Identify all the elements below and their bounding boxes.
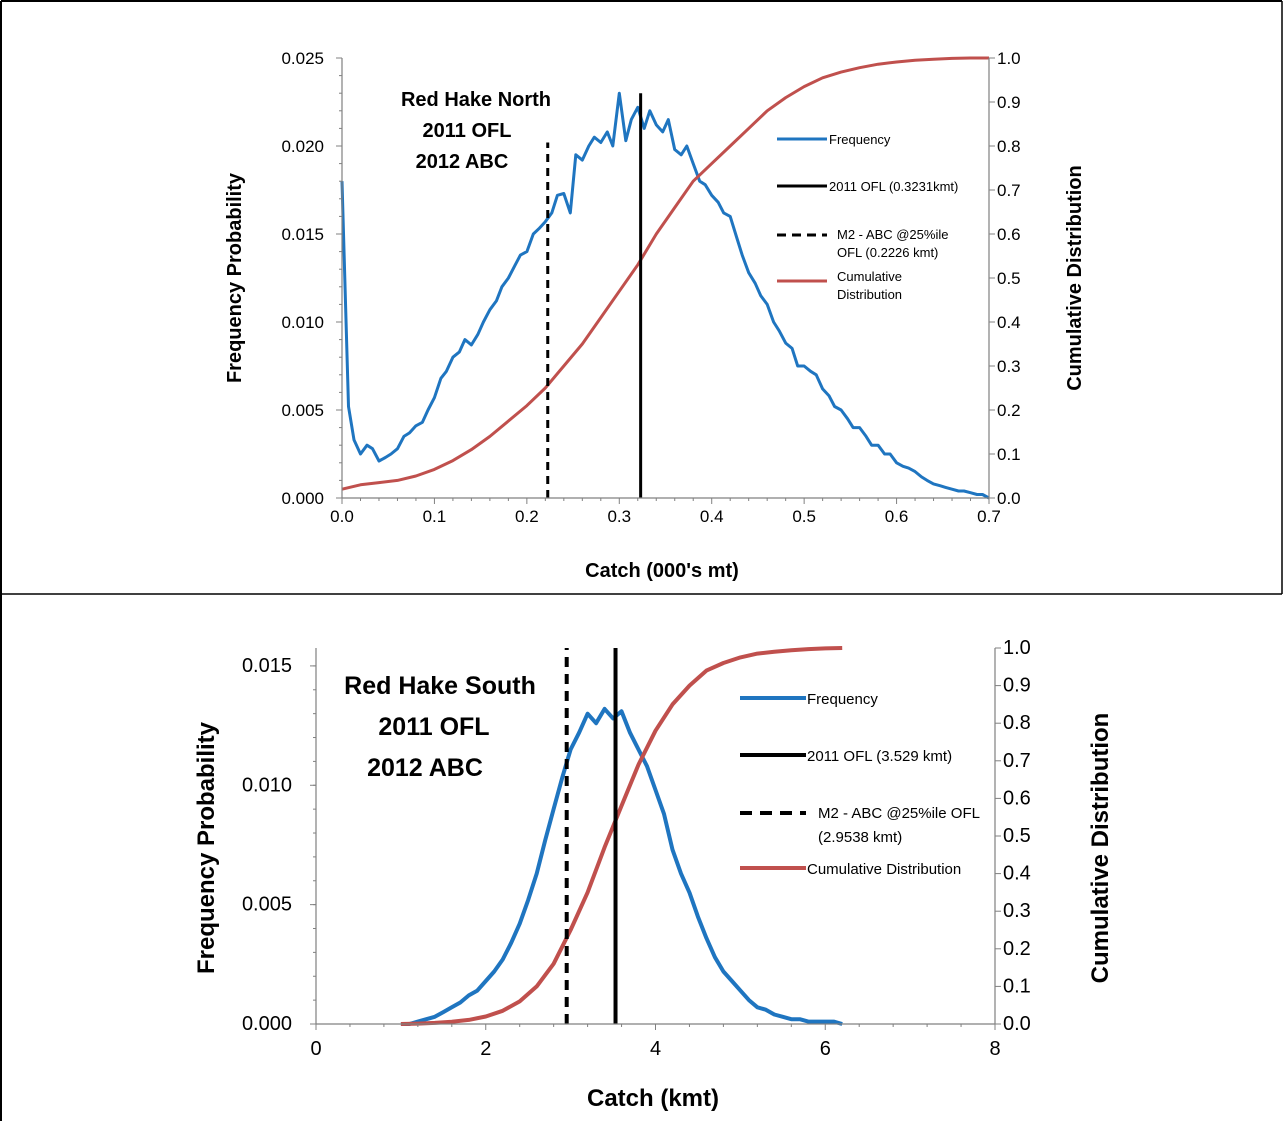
chart1-x-tick-label: 0.6 bbox=[885, 507, 909, 526]
chart1-y2-tick-label: 0.1 bbox=[997, 445, 1021, 464]
chart-red-hake-south: 0 2 4 6 8 0.000 0.005 0.010 0.015 0.0 0.1 0.2 0.3 0.4… bbox=[193, 637, 1114, 1112]
chart2-series-frequency-line bbox=[400, 706, 843, 1026]
chart2-x-tick-label: 6 bbox=[820, 1038, 831, 1060]
chart2-legend-ofl-label: 2011 OFL (3.529 kmt) bbox=[807, 748, 952, 765]
chart2-y2-tick-label: 1.0 bbox=[1003, 637, 1031, 659]
chart2-x-axis-title: Catch (kmt) bbox=[587, 1085, 719, 1112]
chart2-legend-cumulative-label: Cumulative Distribution bbox=[807, 861, 961, 878]
chart1-series-cumulative-line bbox=[341, 56, 989, 491]
chart1-x-tick-label: 0.0 bbox=[330, 507, 354, 526]
chart1-y2-tick-label: 0.0 bbox=[997, 489, 1021, 508]
chart1-annotation-line3: 2012 ABC bbox=[416, 151, 509, 173]
chart2-x-tick-label: 4 bbox=[650, 1038, 661, 1060]
chart1-legend-abc-label: M2 - ABC @25%ile OFL (0.2226 kmt) bbox=[837, 227, 952, 260]
chart1-y2-axis-title: Cumulative Distribution bbox=[1064, 165, 1086, 391]
chart1-y2-tick-label: 0.7 bbox=[997, 181, 1021, 200]
chart2-y-tick-label: 0.005 bbox=[242, 894, 292, 916]
chart2-legend-abc-label-line2: (2.9538 kmt) bbox=[818, 829, 902, 846]
chart1-y-tick-label: 0.005 bbox=[281, 401, 324, 420]
chart1-y2-tick-label: 0.9 bbox=[997, 93, 1021, 112]
chart2-y2-tick-label: 0.5 bbox=[1003, 825, 1031, 847]
chart2-y2-tick-label: 0.1 bbox=[1003, 975, 1031, 997]
chart1-y-tick-label: 0.020 bbox=[281, 137, 324, 156]
chart2-annotation-line2: 2011 OFL bbox=[378, 713, 489, 741]
chart2-y2-tick-label: 0.2 bbox=[1003, 938, 1031, 960]
chart1-y2-tick-label: 0.5 bbox=[997, 269, 1021, 288]
chart2-legend: Frequency 2011 OFL (3.529 kmt) M2 - ABC … bbox=[740, 691, 984, 878]
chart1-legend-abc-label-line2: OFL (0.2226 kmt) bbox=[837, 245, 938, 260]
chart1-annotation-line2: 2011 OFL bbox=[423, 120, 512, 142]
chart2-legend-abc-label: M2 - ABC @25%ile OFL (2.9538 kmt) bbox=[818, 805, 984, 846]
chart1-legend-cumulative-label: Cumulative Distribution bbox=[837, 269, 906, 302]
chart2-y-tick-label: 0.000 bbox=[242, 1013, 292, 1035]
chart1-y2-tick-label: 0.4 bbox=[997, 313, 1021, 332]
chart1-legend-frequency-label: Frequency bbox=[829, 132, 891, 147]
chart2-series-cumulative-line bbox=[400, 646, 843, 1026]
chart2-x-tick-label: 0 bbox=[310, 1038, 321, 1060]
chart2-annotation-line1: Red Hake South bbox=[344, 672, 536, 700]
chart2-y2-axis-title: Cumulative Distribution bbox=[1087, 713, 1114, 984]
chart2-y-axis-title: Frequency Probability bbox=[193, 721, 220, 974]
chart2-y-tick-label: 0.015 bbox=[242, 655, 292, 677]
chart1-x-tick-label: 0.4 bbox=[700, 507, 724, 526]
chart1-x-tick-label: 0.5 bbox=[792, 507, 816, 526]
chart1-y-tick-label: 0.025 bbox=[281, 49, 324, 68]
chart1-legend-abc-label-line1: M2 - ABC @25%ile bbox=[837, 227, 948, 242]
chart1-x-axis-title: Catch (000's mt) bbox=[585, 560, 739, 582]
chart1-legend-cumulative-label-line1: Cumulative bbox=[837, 269, 902, 284]
chart2-y2-tick-label: 0.8 bbox=[1003, 712, 1031, 734]
chart2-x-tick-label: 8 bbox=[989, 1038, 1000, 1060]
chart2-legend-frequency-label: Frequency bbox=[807, 691, 878, 708]
chart1-y2-tick-label: 0.8 bbox=[997, 137, 1021, 156]
chart2-y2-tick-label: 0.9 bbox=[1003, 675, 1031, 697]
chart1-y2-tick-label: 1.0 bbox=[997, 49, 1021, 68]
chart-red-hake-north: 0.0 0.1 0.2 0.3 0.4 0.5 0.6 0.7 0.000 0.005 0.010 0… bbox=[224, 49, 1086, 582]
chart2-annotation-line3: 2012 ABC bbox=[367, 754, 483, 782]
chart1-x-tick-label: 0.2 bbox=[515, 507, 539, 526]
chart2-y2-tick-label: 0.6 bbox=[1003, 787, 1031, 809]
chart1-legend-ofl-label: 2011 OFL (0.3231kmt) bbox=[829, 179, 958, 194]
chart2-y-tick-label: 0.010 bbox=[242, 774, 292, 796]
chart1-y2-tick-label: 0.2 bbox=[997, 401, 1021, 420]
chart1-y2-tick-label: 0.6 bbox=[997, 225, 1021, 244]
chart2-y2-tick-label: 0.4 bbox=[1003, 863, 1031, 885]
chart1-legend-cumulative-label-line2: Distribution bbox=[837, 287, 902, 302]
chart1-annotation-line1: Red Hake North bbox=[401, 89, 551, 111]
chart1-y-axis-title: Frequency Probability bbox=[224, 172, 246, 383]
chart1-series-frequency-line bbox=[340, 91, 990, 500]
chart1-y2-tick-label: 0.3 bbox=[997, 357, 1021, 376]
chart1-y-tick-label: 0.010 bbox=[281, 313, 324, 332]
chart1-y-tick-label: 0.015 bbox=[281, 225, 324, 244]
chart1-legend: Frequency 2011 OFL (0.3231kmt) M2 - ABC … bbox=[777, 132, 958, 302]
chart2-y2-tick-label: 0.0 bbox=[1003, 1013, 1031, 1035]
chart2-legend-abc-label-line1: M2 - ABC @25%ile OFL bbox=[818, 805, 980, 822]
chart1-x-tick-label: 0.1 bbox=[423, 507, 447, 526]
chart2-y2-tick-label: 0.3 bbox=[1003, 900, 1031, 922]
chart1-x-tick-label: 0.7 bbox=[977, 507, 1001, 526]
chart2-y2-tick-label: 0.7 bbox=[1003, 750, 1031, 772]
chart1-y-tick-label: 0.000 bbox=[281, 489, 324, 508]
chart1-x-tick-label: 0.3 bbox=[607, 507, 631, 526]
chart2-x-tick-label: 2 bbox=[480, 1038, 491, 1060]
